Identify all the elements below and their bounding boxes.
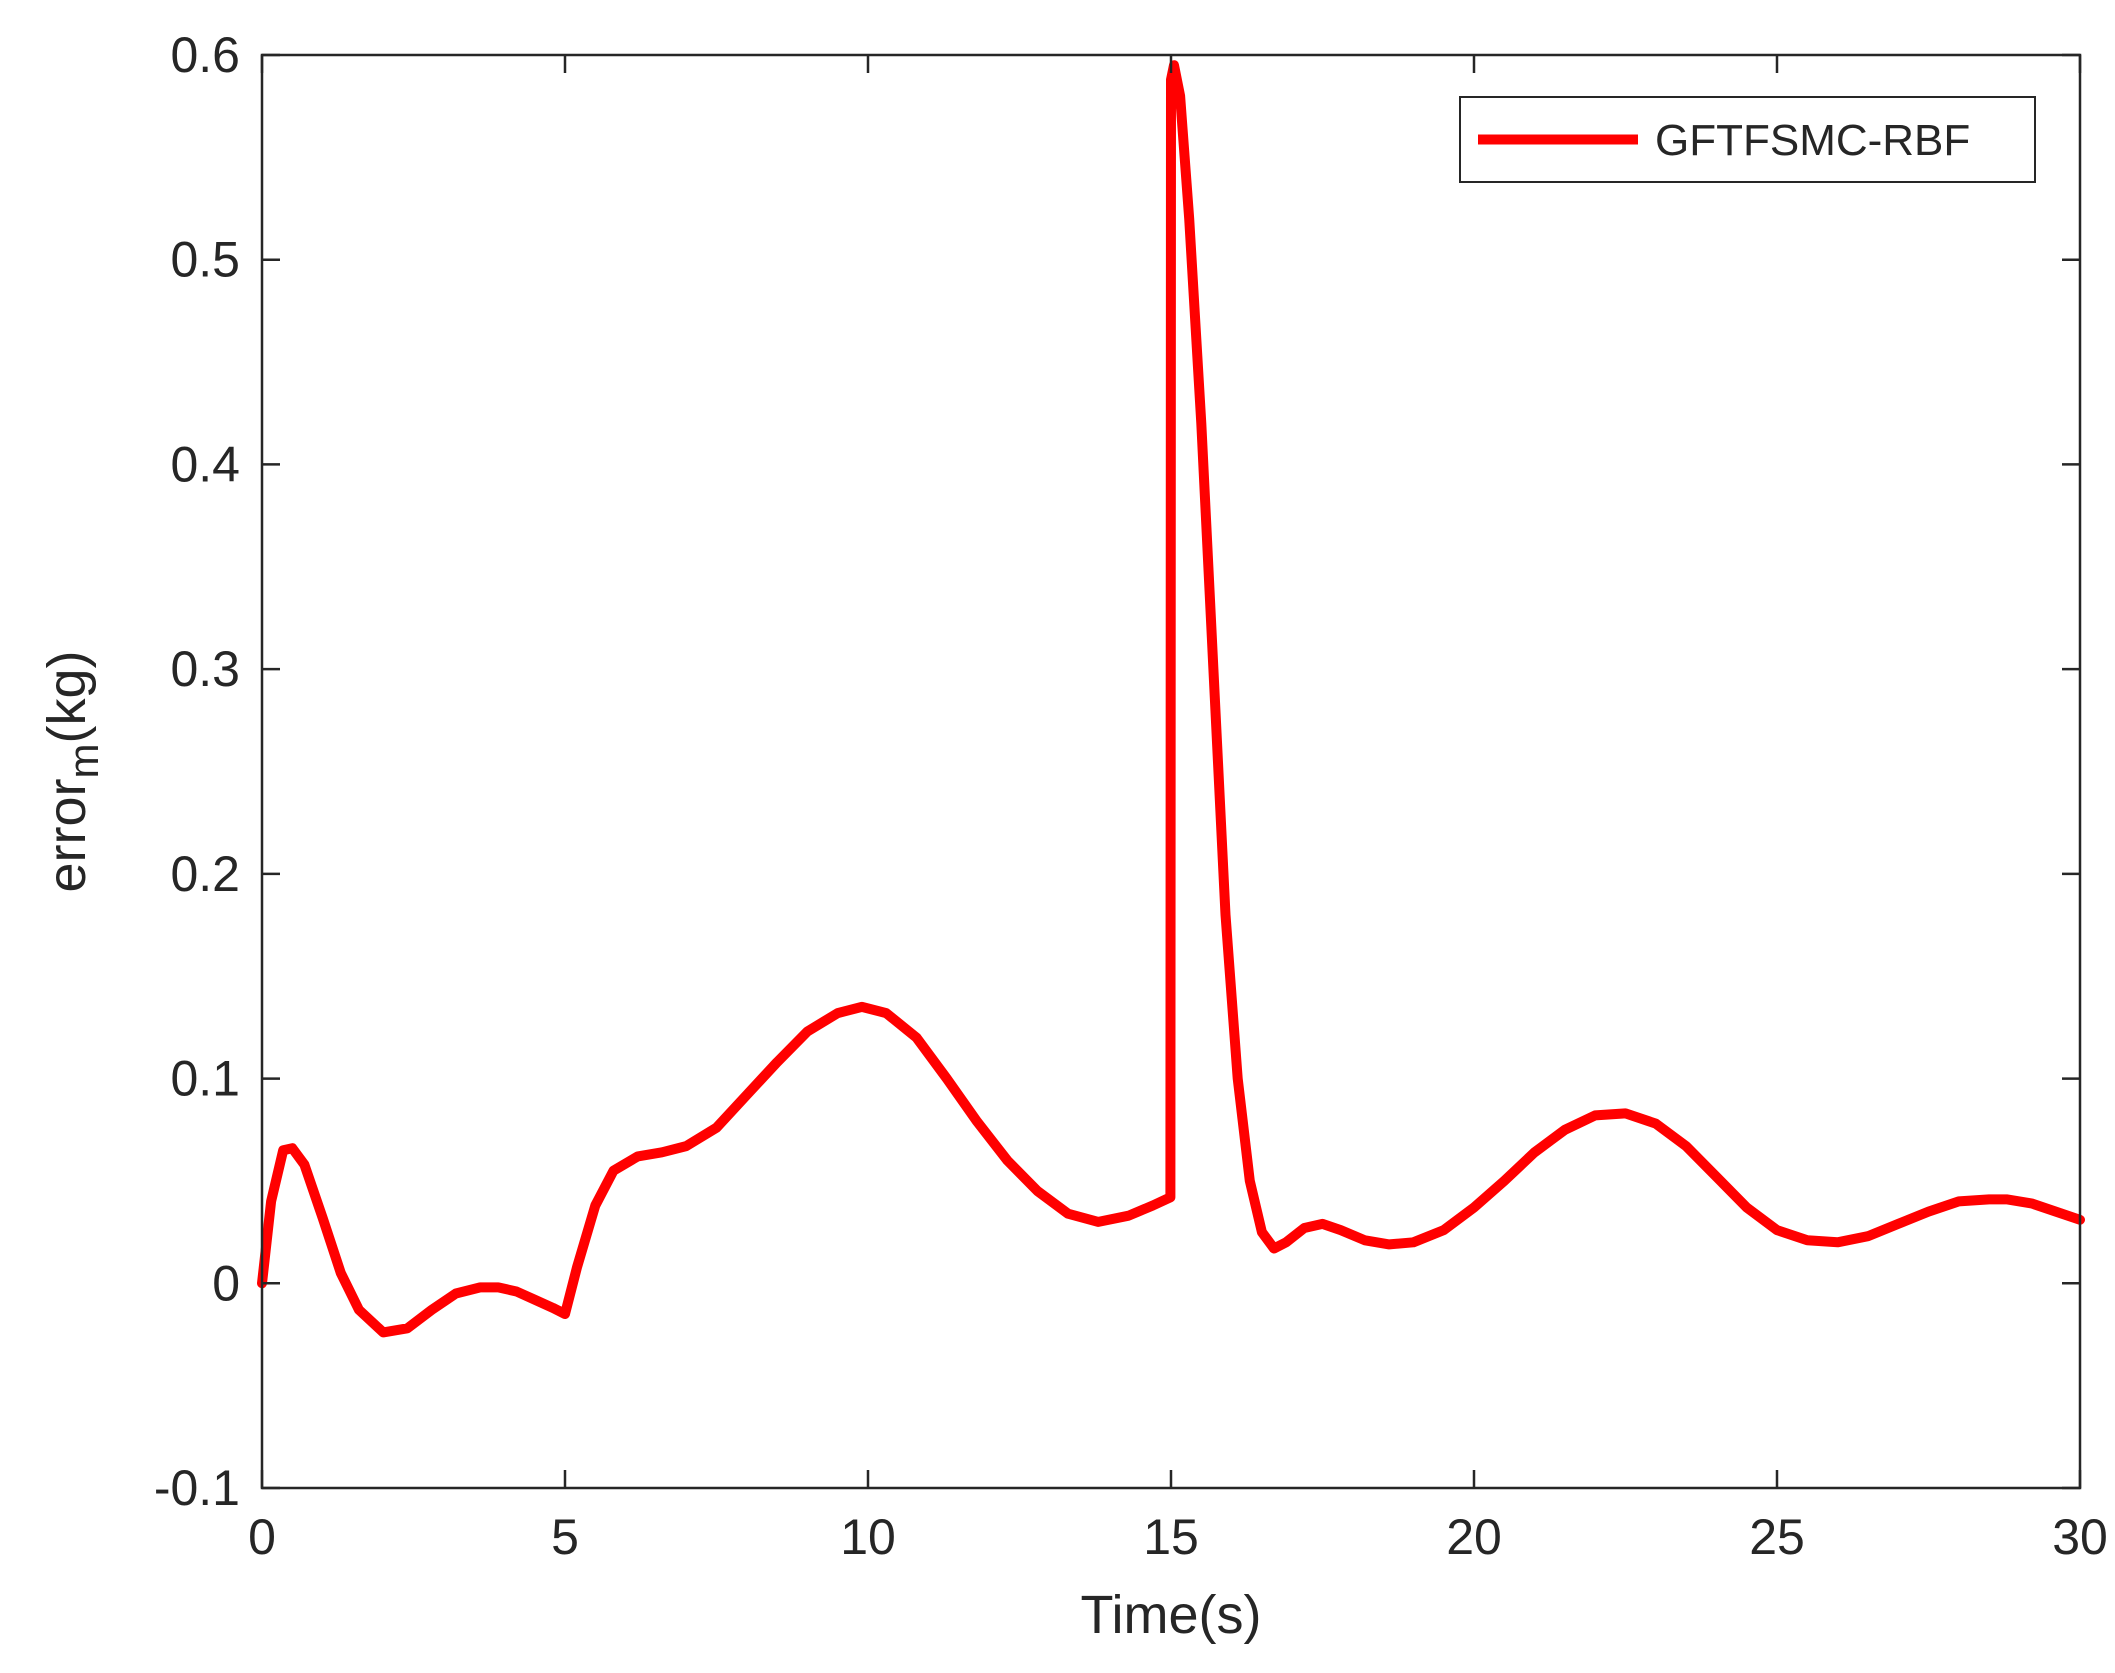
- y-axis-label-main: error: [37, 778, 97, 892]
- legend: GFTFSMC-RBF: [1459, 96, 2036, 183]
- y-tick-label: 0: [212, 1255, 240, 1311]
- y-tick-label: 0.2: [170, 846, 240, 902]
- y-axis-label: errorm(kg): [37, 650, 107, 892]
- y-tick-label: 0.4: [170, 436, 240, 492]
- y-axis-label-subscript: m: [60, 743, 107, 778]
- y-tick-label: 0.5: [170, 232, 240, 288]
- x-axis-ticks: 0 5 10 15 20 25 30: [248, 55, 2108, 1565]
- x-tick-label: 10: [840, 1509, 896, 1565]
- y-tick-label: 0.6: [170, 27, 240, 83]
- y-tick-label: 0.3: [170, 641, 240, 697]
- x-tick-label: 30: [2052, 1509, 2108, 1565]
- y-axis-ticks: -0.1 0 0.1 0.2 0.3 0.4 0.5 0.6: [154, 27, 2080, 1516]
- x-tick-label: 25: [1749, 1509, 1805, 1565]
- series-line-gftfsmc-rbf: [257, 60, 2085, 1338]
- x-tick-label: 5: [551, 1509, 579, 1565]
- y-axis-label-suffix: (kg): [37, 650, 97, 743]
- y-tick-label: 0.1: [170, 1051, 240, 1107]
- x-tick-label: 0: [248, 1509, 276, 1565]
- x-axis-label: Time(s): [1081, 1585, 1262, 1645]
- y-tick-label: -0.1: [154, 1460, 240, 1516]
- legend-label-gftfsmc-rbf: GFTFSMC-RBF: [1655, 116, 1970, 165]
- x-tick-label: 15: [1143, 1509, 1199, 1565]
- x-tick-label: 20: [1446, 1509, 1502, 1565]
